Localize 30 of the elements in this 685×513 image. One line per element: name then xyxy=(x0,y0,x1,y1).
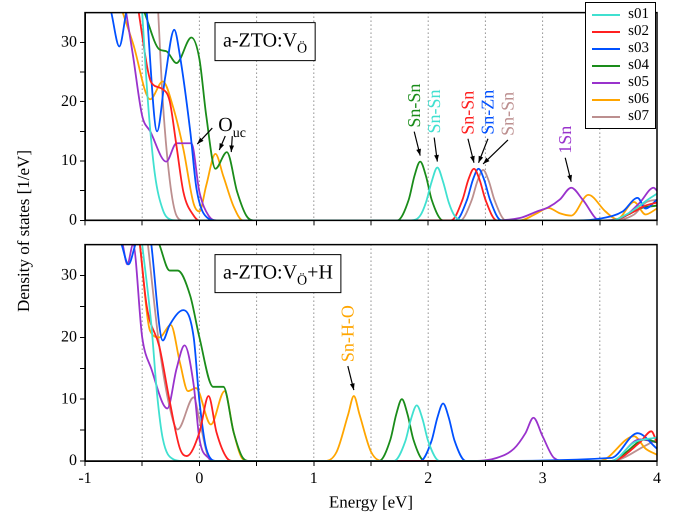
annotation: Sn-H-O xyxy=(338,305,358,362)
x-tick-label: 2 xyxy=(424,470,432,487)
legend-label: s03 xyxy=(628,40,649,57)
y-tick-label: 10 xyxy=(61,152,77,170)
y-axis-title: Density of states [1/eV] xyxy=(14,150,34,312)
y-tick-label: 20 xyxy=(61,92,77,110)
annotation: Sn-Sn xyxy=(458,90,478,135)
x-tick-label: -1 xyxy=(78,470,92,487)
x-tick-label: 1 xyxy=(310,470,318,487)
annotation: Sn-Sn xyxy=(424,90,444,134)
x-tick-label: 0 xyxy=(195,470,204,487)
y-tick-label: 0 xyxy=(69,452,77,470)
y-tick-label: 30 xyxy=(61,266,77,284)
legend-label: s01 xyxy=(628,6,649,23)
y-tick-label: 30 xyxy=(61,33,77,50)
legend-label: s06 xyxy=(628,91,649,108)
annotation: Sn-Sn xyxy=(404,84,424,128)
annotation: Sn-Sn xyxy=(498,92,518,136)
annotation: Sn-Zn xyxy=(478,90,498,135)
annotation: 1Sn xyxy=(554,126,575,154)
legend-label: s05 xyxy=(628,74,649,91)
legend-label: s02 xyxy=(628,23,649,40)
y-tick-label: 20 xyxy=(61,328,77,346)
x-tick-label: 4 xyxy=(653,470,661,487)
legend-label: s04 xyxy=(628,57,649,74)
legend-label: s07 xyxy=(628,108,649,125)
x-tick-label: 3 xyxy=(538,470,547,487)
y-tick-label: 0 xyxy=(69,212,77,229)
x-axis-title: Energy [eV] xyxy=(328,492,414,512)
y-tick-label: 10 xyxy=(61,390,77,408)
